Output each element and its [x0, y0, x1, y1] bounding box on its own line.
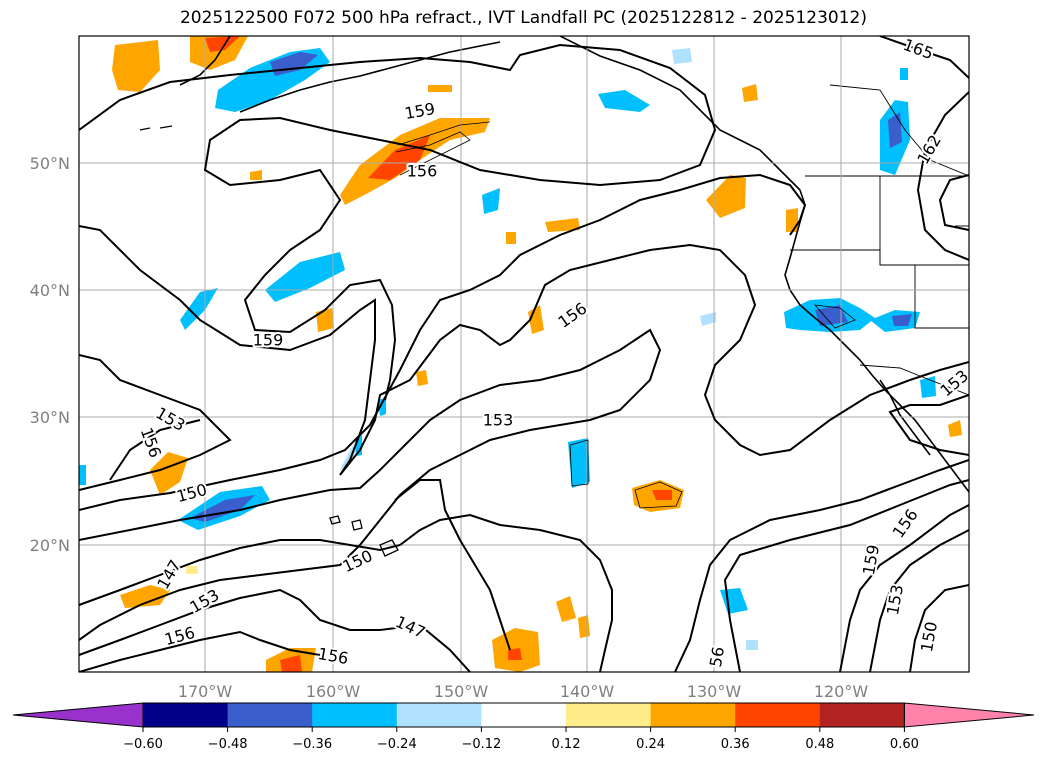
coastlines [179, 36, 969, 493]
colorbar-segment [735, 703, 821, 727]
lon-label: 120°W [814, 682, 869, 701]
colorbar-segment [650, 703, 736, 727]
colorbar-tick-label: −0.36 [292, 737, 332, 752]
colorbar-tick-label: 0.12 [552, 737, 581, 752]
negative-anomaly-regions [79, 48, 936, 650]
longitude-labels: 170°W 160°W 150°W 140°W 130°W 120°W [178, 682, 869, 701]
map-title: 2025122500 F072 500 hPa refract., IVT La… [179, 8, 867, 28]
colorbar-segment [143, 703, 229, 727]
political-borders [790, 84, 969, 396]
colorbar-frame [142, 702, 905, 728]
lon-label: 150°W [434, 682, 489, 701]
positive-anomaly-regions [112, 36, 962, 672]
colorbar-extend-low [12, 702, 144, 728]
colorbar-tick-label: −0.48 [208, 737, 248, 752]
colorbar-tick-label: −0.12 [461, 737, 501, 752]
lon-label: 130°W [687, 682, 742, 701]
lon-label: 160°W [306, 682, 361, 701]
islands [139, 125, 399, 557]
colorbar-segment [312, 703, 398, 727]
contour-label: 156 [407, 162, 438, 181]
contour-label: 56 [706, 645, 728, 668]
colorbar-segment [819, 703, 905, 727]
colorbar-segment [396, 703, 482, 727]
lat-label: 40°N [30, 281, 70, 300]
colorbar-tick-label: −0.24 [377, 737, 417, 752]
colorbar-extend-high [903, 702, 1035, 728]
map-background [79, 36, 969, 672]
lat-label: 20°N [30, 536, 70, 555]
gridlines [79, 36, 969, 672]
colorbar-tick-label: 0.24 [636, 737, 665, 752]
shading-outlines [395, 121, 856, 509]
colorbar-tick-label: −0.60 [123, 737, 163, 752]
colorbar-segment [481, 703, 567, 727]
refractivity-contours [79, 36, 969, 672]
lat-label: 30°N [30, 408, 70, 427]
contour-label: 159 [253, 331, 284, 350]
lon-label: 170°W [178, 682, 233, 701]
colorbar-tick-label: 0.36 [721, 737, 750, 752]
lat-label: 50°N [30, 154, 70, 173]
colorbar-segment [227, 703, 313, 727]
map-frame [78, 35, 970, 673]
colorbar-tick-label: 0.48 [805, 737, 834, 752]
lon-label: 140°W [560, 682, 615, 701]
colorbar: −0.60 −0.48 −0.36 −0.24 −0.12 0.12 0.24 0.36 0.4… [12, 702, 1035, 752]
contour-label: 153 [483, 411, 514, 430]
colorbar-tick-label: 0.60 [890, 737, 919, 752]
latitude-labels: 50°N 40°N 30°N 20°N [30, 154, 70, 555]
colorbar-segment [566, 703, 652, 727]
